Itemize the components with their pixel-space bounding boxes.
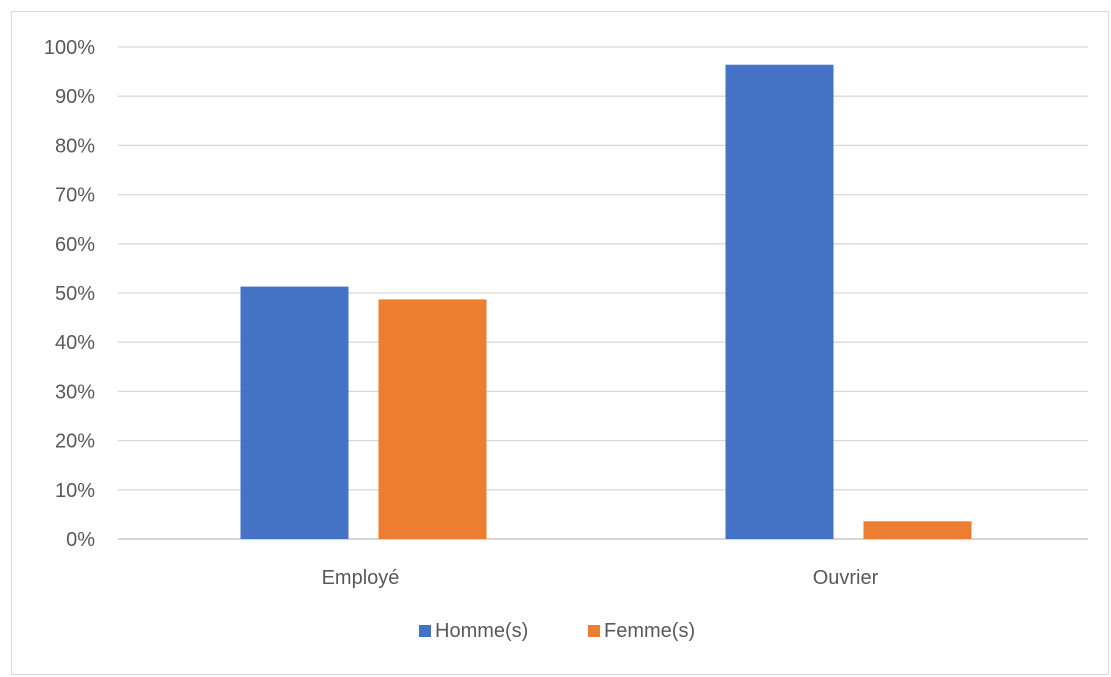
x-category-label: Ouvrier bbox=[813, 567, 879, 589]
legend-swatch bbox=[588, 625, 600, 637]
x-category-label: Employé bbox=[322, 567, 400, 589]
x-axis-categories: Employé Ouvrier bbox=[322, 567, 879, 589]
y-tick-label: 40% bbox=[55, 332, 95, 354]
legend-label: Femme(s) bbox=[604, 620, 695, 642]
y-tick-label: 10% bbox=[55, 480, 95, 502]
y-tick-label: 20% bbox=[55, 431, 95, 453]
bar-femmes-1 bbox=[863, 521, 972, 539]
y-tick-label: 80% bbox=[55, 135, 95, 157]
legend: Homme(s) Femme(s) bbox=[419, 620, 695, 642]
chart-frame bbox=[11, 11, 1109, 675]
y-tick-label: 0% bbox=[66, 529, 95, 551]
bars bbox=[240, 64, 972, 539]
y-tick-label: 60% bbox=[55, 234, 95, 256]
bar-hommes-1 bbox=[725, 64, 834, 539]
y-tick-label: 90% bbox=[55, 86, 95, 108]
legend-label: Homme(s) bbox=[435, 620, 528, 642]
y-tick-label: 50% bbox=[55, 283, 95, 305]
bar-femmes-0 bbox=[378, 299, 487, 539]
legend-swatch bbox=[419, 625, 431, 637]
bar-hommes-0 bbox=[240, 286, 349, 539]
y-tick-label: 70% bbox=[55, 185, 95, 207]
y-tick-label: 100% bbox=[44, 37, 95, 59]
y-axis-ticks: 0% 10% 20% 30% 40% 50% 60% 70% 80% 90% 100% bbox=[44, 37, 95, 551]
y-tick-label: 30% bbox=[55, 381, 95, 403]
